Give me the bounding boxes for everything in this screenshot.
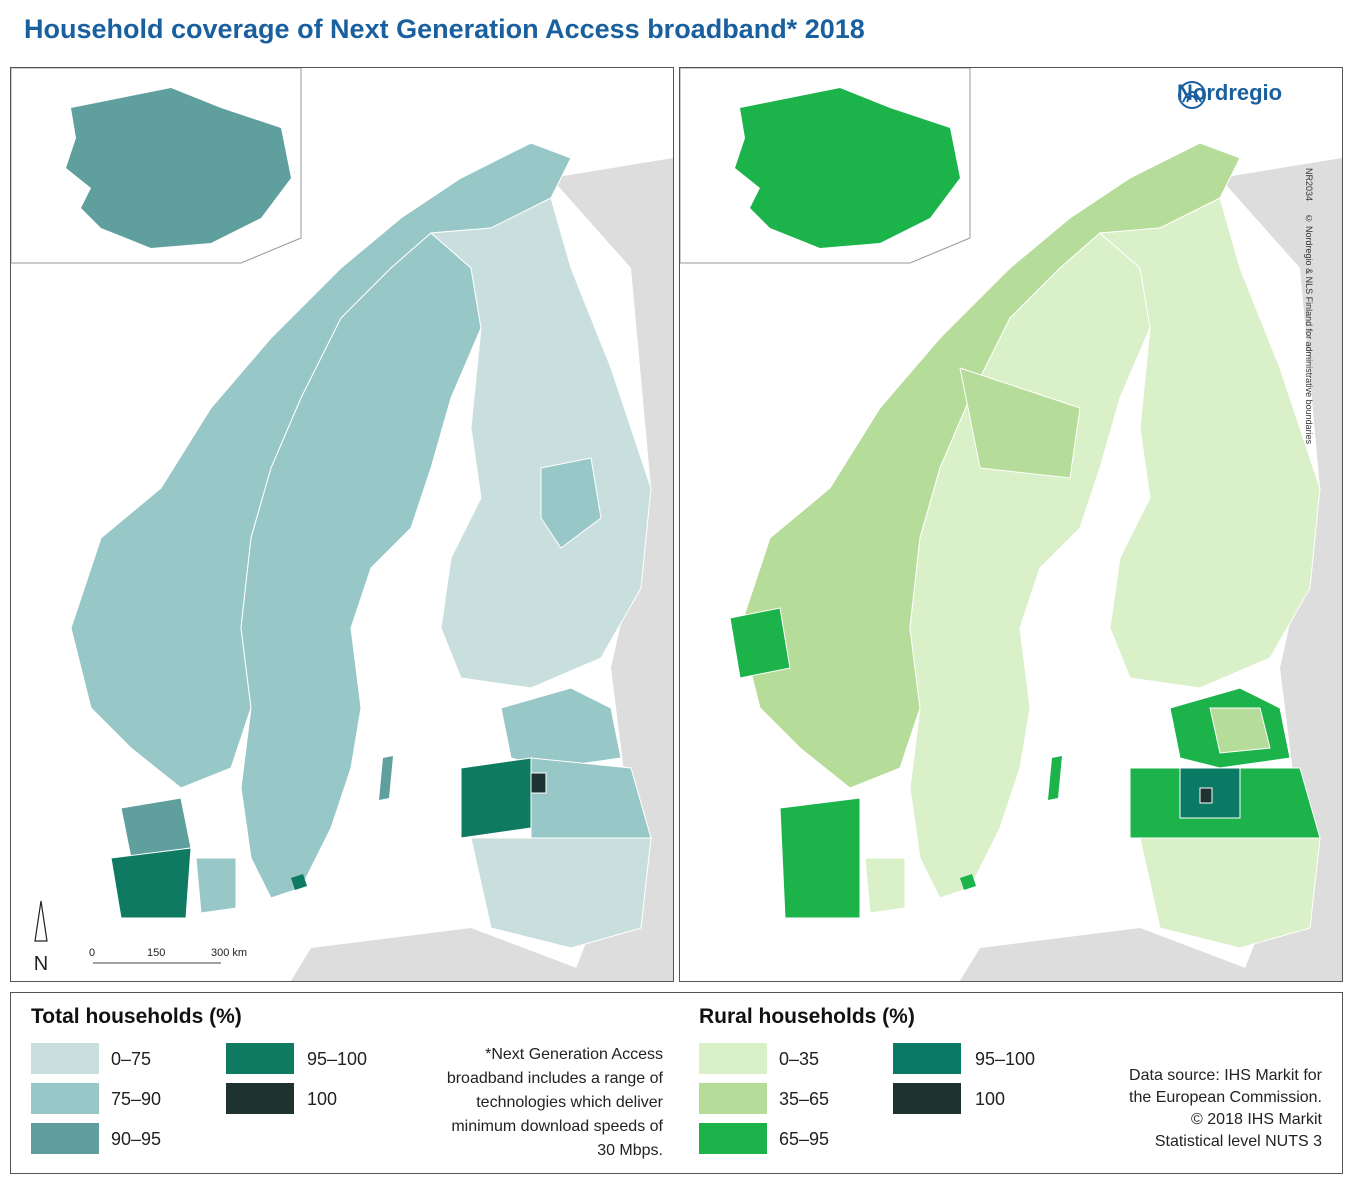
map-total-households: N 0 150 300 km [10,67,674,982]
region-bornholm [291,874,307,890]
scale-tick-300: 300 km [211,947,247,959]
page-title: Household coverage of Next Generation Ac… [24,14,865,44]
swatch-total-90-95 [31,1123,99,1154]
source-line-4: Statistical level NUTS 3 [1154,1133,1322,1150]
label-total-75-90: 75–90 [111,1089,162,1109]
region-gotland [379,756,393,800]
region-latvia-west [460,757,532,839]
map-rural-svg [680,68,1342,981]
label-rural-35-65: 35–65 [779,1089,830,1109]
footnote: *Next Generation Access broadband includ… [446,1046,663,1159]
legend-total-title: Total households (%) [31,1005,242,1028]
other-land-south [960,928,1280,981]
swatch-rural-0-35 [699,1043,767,1074]
swatch-total-100 [226,1083,294,1114]
swatch-total-95-100 [226,1043,294,1074]
swatch-rural-100 [893,1083,961,1114]
brand: Nordregio [1177,80,1282,109]
iceland-inset [680,68,971,264]
region-finland-east [540,457,602,549]
region-denmark-east [195,857,237,914]
scale-tick-0: 0 [89,947,95,959]
region-sweden [240,232,482,899]
region-denmark-east [864,857,906,914]
map-credit: NR2034 © Nordregio & NLS Finland for adm… [1300,168,1314,568]
region-riga [530,772,547,794]
label-rural-100: 100 [975,1089,1006,1109]
source-line-3: © 2018 IHS Markit [1191,1111,1322,1128]
swatch-rural-35-65 [699,1083,767,1114]
source-line-1: Data source: IHS Markit for [1129,1067,1322,1084]
label-rural-0-35: 0–35 [779,1049,820,1069]
iceland-inset [11,68,302,264]
map-code: NR2034 [1304,168,1314,202]
source-line-2: the European Commission. [1129,1089,1322,1106]
region-denmark [779,797,861,919]
region-riga [1199,787,1213,804]
region-finland [429,197,652,689]
region-lithuania [470,837,652,949]
swatch-rural-65-95 [699,1123,767,1154]
label-rural-95-100: 95–100 [975,1049,1036,1069]
region-lithuania [1139,837,1321,949]
other-land [551,158,673,981]
map-total-svg: N 0 150 300 km [11,68,673,981]
region-denmark-south [110,847,192,919]
north-label: N [34,953,48,975]
swatch-rural-95-100 [893,1043,961,1074]
data-source: Data source: IHS Markit for the European… [1062,1065,1322,1153]
label-total-95-100: 95–100 [307,1049,368,1069]
region-estonia [500,687,622,769]
region-finland [1098,197,1321,689]
region-norway-west [729,607,791,679]
map-rural-households: Nordregio NR2034 © Nordregio & NLS Finla… [679,67,1343,982]
region-iceland [735,88,960,248]
region-estonia-inner [1209,707,1271,754]
other-land [1220,158,1342,981]
north-arrow [34,900,48,942]
swatch-total-0-75 [31,1043,99,1074]
region-gotland [1048,756,1062,800]
legend-box: Total households (%) 0–75 75–90 90–95 95… [10,992,1343,1174]
region-sweden-north [959,367,1081,479]
map-credit-text: © Nordregio & NLS Finland for administra… [1304,213,1314,445]
label-total-90-95: 90–95 [111,1129,162,1149]
region-bornholm [960,874,976,890]
swatch-total-75-90 [31,1083,99,1114]
nordregio-logo-icon [1178,81,1206,109]
other-land-south [291,928,611,981]
label-total-0-75: 0–75 [111,1049,152,1069]
label-total-100: 100 [307,1089,338,1109]
region-iceland [66,88,291,248]
scale-tick-150: 150 [147,947,165,959]
legend-rural-title: Rural households (%) [699,1005,915,1028]
label-rural-65-95: 65–95 [779,1129,830,1149]
